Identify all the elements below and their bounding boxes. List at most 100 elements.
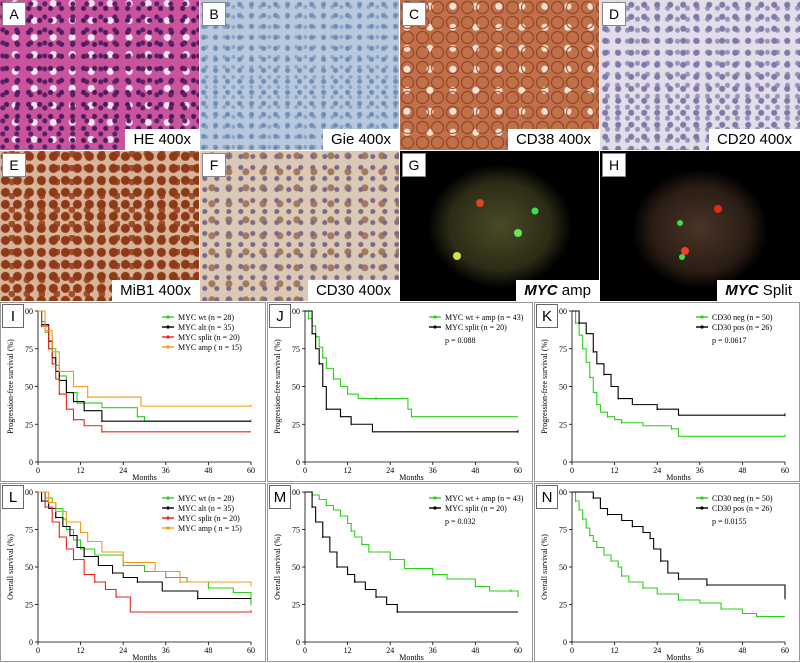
y-tick-label: 75 [25,526,33,535]
legend-entry: MYC split (n = 20) [445,504,507,513]
y-tick-label: 50 [25,383,33,392]
legend-marker [433,506,437,510]
chart-letter: N [536,485,558,509]
legend-entry: CD30 neg (n = 50) [712,313,773,322]
tile-label: Gie 400x [322,129,399,150]
y-tick-label: 100 [21,307,33,316]
legend-marker [166,516,170,520]
km-chart-svg: 0 12 24 36 48 60 0 25 50 75 100 Months Progression-f… [273,307,524,482]
x-tick-label: 36 [162,646,170,655]
km-chart-k: 0 12 24 36 48 60 0 25 50 75 100 Months Progression-f… [534,302,800,482]
x-axis-label: Months [666,473,690,482]
x-axis-label: Months [132,473,156,482]
tile-label: MYC amp [516,280,599,301]
legend-marker [433,496,437,500]
x-tick-label: 60 [781,466,789,475]
y-tick-label: 25 [559,601,567,610]
km-chart-svg: 0 12 24 36 48 60 0 25 50 75 100 Months Overall survi… [273,488,524,662]
km-chart-n: 0 12 24 36 48 60 0 25 50 75 100 Months Overall survi… [534,483,800,662]
x-tick-label: 60 [514,646,522,655]
p-value-annotation: p = 0.0155 [712,517,747,526]
legend-marker [700,496,704,500]
tile-label: CD30 400x [307,280,399,301]
survival-curve [305,310,518,433]
y-axis-label: Overall survival (%) [273,534,282,600]
tile-g: G MYC amp [400,151,599,301]
legend-marker [433,315,437,319]
km-chart-svg: 0 12 24 36 48 60 0 25 50 75 100 Months Overall survi… [540,488,789,662]
tile-b: B Gie 400x [200,0,399,150]
tile-letter: A [2,2,26,26]
legend-marker [166,345,170,349]
x-tick-label: 24 [386,646,394,655]
y-tick-label: 75 [292,345,300,354]
legend-entry: MYC alt (n = 35) [178,323,234,332]
x-tick-label: 0 [36,646,40,655]
survival-curve [572,310,785,437]
x-axis-label: Months [666,653,690,662]
chart-letter: L [2,485,24,509]
y-axis-label: Overall survival (%) [540,534,549,600]
tile-label: HE 400x [125,129,199,150]
legend-entry: CD30 neg (n = 50) [712,494,773,503]
y-tick-label: 100 [555,488,567,497]
x-tick-label: 24 [653,646,661,655]
x-axis-label: Months [132,653,156,662]
x-tick-label: 48 [738,466,746,475]
tile-c: C CD38 400x [400,0,599,150]
legend-entry: MYC alt (n = 35) [178,504,234,513]
x-tick-label: 48 [471,466,479,475]
chart-letter: J [269,304,291,328]
legend-entry: MYC wt (n = 28) [178,494,234,503]
legend-entry: MYC wt + amp (n = 43) [445,313,524,322]
x-tick-label: 36 [429,466,437,475]
legend-entry: MYC wt (n = 28) [178,313,234,322]
x-tick-label: 36 [429,646,437,655]
legend-entry: MYC split (n = 20) [178,514,240,523]
tile-h: H MYC Split [600,151,800,301]
survival-curve [572,491,785,618]
tile-label: CD38 400x [507,129,599,150]
legend-marker [166,506,170,510]
tile-d: D CD20 400x [600,0,800,150]
p-value-annotation: p = 0.088 [445,336,476,345]
km-chart-svg: 0 12 24 36 48 60 0 25 50 75 100 Months Progression-f… [540,307,789,482]
y-tick-label: 75 [292,526,300,535]
survival-curve [572,310,785,416]
tile-a: A HE 400x [0,0,199,150]
x-tick-label: 60 [247,646,255,655]
y-tick-label: 100 [21,488,33,497]
legend-marker [433,325,437,329]
legend-marker [166,325,170,329]
x-tick-label: 12 [611,646,619,655]
km-chart-i: 0 12 24 36 48 60 0 25 50 75 100 Months Progression-f… [0,302,266,482]
tile-letter: C [402,2,426,26]
x-tick-label: 0 [303,646,307,655]
p-value-annotation: p = 0.032 [445,517,476,526]
x-tick-label: 0 [36,466,40,475]
x-tick-label: 24 [119,646,127,655]
survival-curve [38,310,251,433]
x-axis-label: Months [399,653,423,662]
survival-curve [305,310,518,418]
chart-letter: M [269,485,291,509]
legend-entry: MYC wt + amp (n = 43) [445,494,524,503]
y-tick-label: 50 [559,383,567,392]
x-tick-label: 12 [344,466,352,475]
x-tick-label: 24 [119,466,127,475]
km-chart-svg: 0 12 24 36 48 60 0 25 50 75 100 Months Progression-f… [6,307,255,482]
tile-label-suffix: amp [557,282,591,299]
survival-curve [38,491,251,613]
km-chart-l: 0 12 24 36 48 60 0 25 50 75 100 Months Overall survi… [0,483,266,662]
y-tick-label: 50 [292,383,300,392]
tile-label-gene: MYC [725,282,759,299]
x-tick-label: 48 [204,466,212,475]
legend-entry: CD30 pos (n = 26) [712,323,772,332]
tile-letter: F [202,153,226,177]
y-axis-label: Progression-free survival (%) [273,339,282,434]
y-tick-label: 0 [296,458,300,467]
tile-label-gene: MYC [524,282,558,299]
x-tick-label: 0 [303,466,307,475]
x-tick-label: 60 [514,466,522,475]
tile-e: E MiB1 400x [0,151,199,301]
